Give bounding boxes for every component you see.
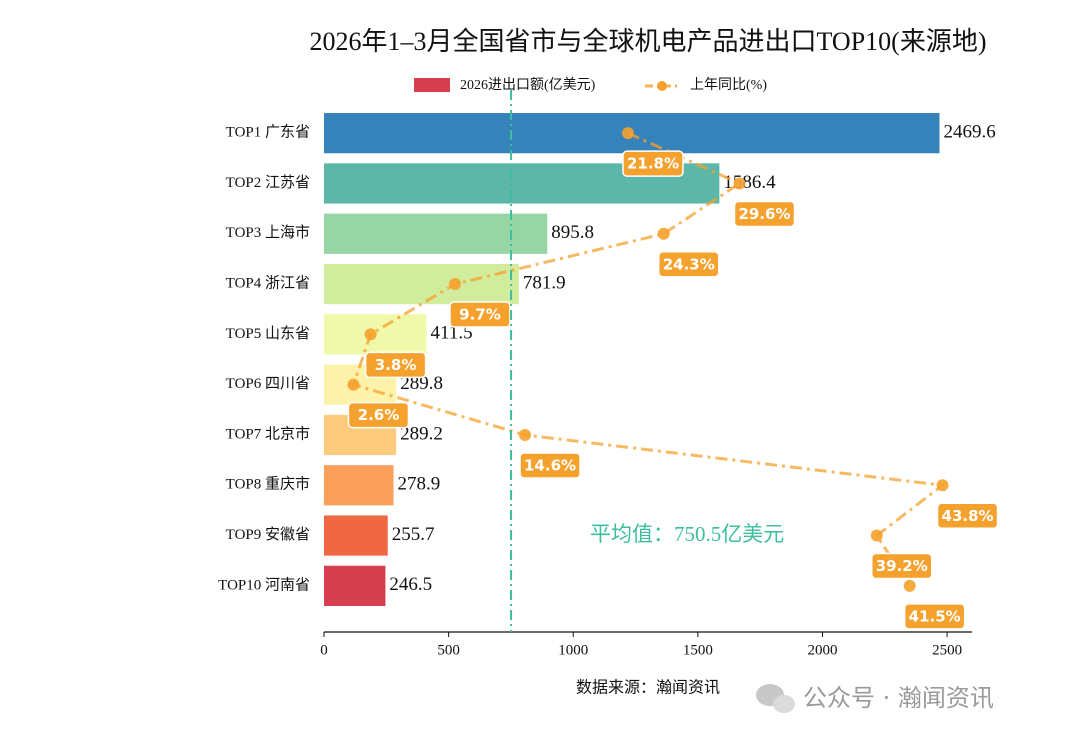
- yoy-label-box: [936, 502, 999, 529]
- legend: 2026进出口额(亿美元) 上年同比(%): [414, 77, 767, 93]
- y-tick-label: TOP9 安徽省: [226, 526, 310, 543]
- y-tick-label: TOP3 上海市: [226, 224, 310, 241]
- yoy-value-label: 41.5%: [909, 607, 961, 625]
- x-tick-label: 1500: [683, 642, 713, 658]
- x-tick-label: 500: [437, 642, 460, 658]
- x-tick-label: 1000: [558, 642, 588, 658]
- yoy-line: [351, 131, 947, 587]
- yoy-marker: [733, 177, 746, 190]
- y-tick-label: TOP7 北京市: [226, 425, 310, 442]
- bar-value-label: 278.9: [398, 474, 441, 495]
- x-tick-label: 2000: [807, 642, 837, 658]
- yoy-label-box: [622, 150, 684, 177]
- yoy-value-label: 2.6%: [358, 406, 400, 424]
- bar-value-label: 2469.6: [944, 122, 996, 143]
- yoy-value-label: 24.3%: [663, 255, 715, 273]
- bar-value-label: 246.5: [389, 574, 432, 595]
- yoy-label: 29.6%: [733, 200, 796, 228]
- yoy-label: 43.8%: [936, 502, 999, 529]
- x-tick-label: 0: [320, 642, 328, 658]
- yoy-value-label: 29.6%: [738, 205, 790, 223]
- yoy-label-box: [347, 401, 410, 429]
- y-tick-label: TOP10 河南省: [218, 576, 310, 593]
- bar: [324, 565, 386, 606]
- y-tick-label: TOP2 江苏省: [226, 174, 310, 191]
- yoy-label: 9.7%: [449, 301, 511, 328]
- yoy-marker: [870, 529, 883, 542]
- legend-label: 上年同比(%): [690, 77, 767, 93]
- yoy-value-label: 21.8%: [627, 155, 679, 173]
- yoy-label-box: [364, 351, 427, 379]
- yoy-label-box: [903, 603, 966, 630]
- yoy-label: 2.6%: [347, 401, 410, 429]
- watermark: 公众号 · 瀚闻资讯: [803, 684, 994, 712]
- yoy-label: 24.3%: [657, 251, 720, 278]
- yoy-marker: [448, 278, 461, 291]
- yoy-value-label: 14.6%: [524, 456, 576, 474]
- bar: [324, 465, 394, 506]
- yoy-value-label: 9.7%: [459, 306, 501, 324]
- bar-value-label: 255.7: [392, 524, 435, 545]
- yoy-label: 14.6%: [519, 452, 581, 479]
- yoy-marker: [364, 328, 377, 341]
- yoy-marker: [621, 127, 634, 140]
- yoy-marker: [903, 579, 916, 592]
- yoy-marker: [347, 378, 360, 391]
- yoy-label: 41.5%: [903, 603, 966, 630]
- bar: [324, 515, 388, 556]
- legend-label: 2026进出口额(亿美元): [460, 77, 596, 93]
- yoy-value-label: 3.8%: [375, 356, 417, 374]
- bar-value-label: 895.8: [551, 222, 594, 243]
- chart-title: 2026年1–3月全国省市与全球机电产品进出口TOP10(来源地): [310, 27, 987, 56]
- watermark-icon: [756, 684, 795, 713]
- yoy-value-label: 43.8%: [942, 507, 994, 525]
- yoy-label-box: [871, 552, 933, 580]
- legend-marker: [657, 81, 667, 91]
- bar-value-label: 289.2: [400, 423, 443, 444]
- yoy-marker: [936, 479, 949, 492]
- yoy-marker: [519, 428, 532, 441]
- y-tick-label: TOP5 山东省: [226, 325, 310, 342]
- yoy-label-box: [449, 301, 511, 328]
- bar-value-label: 289.8: [400, 373, 443, 394]
- y-tick-label: TOP4 浙江省: [226, 274, 310, 291]
- yoy-label: 39.2%: [871, 552, 933, 580]
- yoy-label-box: [519, 452, 581, 479]
- source: 数据来源：瀚闻资讯: [576, 679, 720, 697]
- bar-value-label: 411.5: [431, 323, 473, 344]
- legend-swatch: [414, 78, 450, 92]
- yoy-label-box: [733, 200, 796, 228]
- y-tick-label: TOP8 重庆市: [226, 476, 310, 493]
- yoy-value-label: 39.2%: [876, 557, 928, 575]
- yoy-label: 21.8%: [622, 150, 684, 177]
- yoy-marker: [657, 227, 670, 240]
- x-tick-label: 2500: [932, 642, 962, 658]
- y-tick-label: TOP1 广东省: [226, 124, 310, 141]
- bar: [324, 213, 548, 254]
- average-label: 平均值：750.5亿美元: [590, 522, 784, 546]
- yoy-label: 3.8%: [364, 351, 427, 379]
- y-tick-label: TOP6 四川省: [226, 375, 310, 392]
- bar-value-label: 781.9: [523, 272, 566, 293]
- yoy-label-box: [657, 251, 720, 278]
- bar: [324, 263, 519, 305]
